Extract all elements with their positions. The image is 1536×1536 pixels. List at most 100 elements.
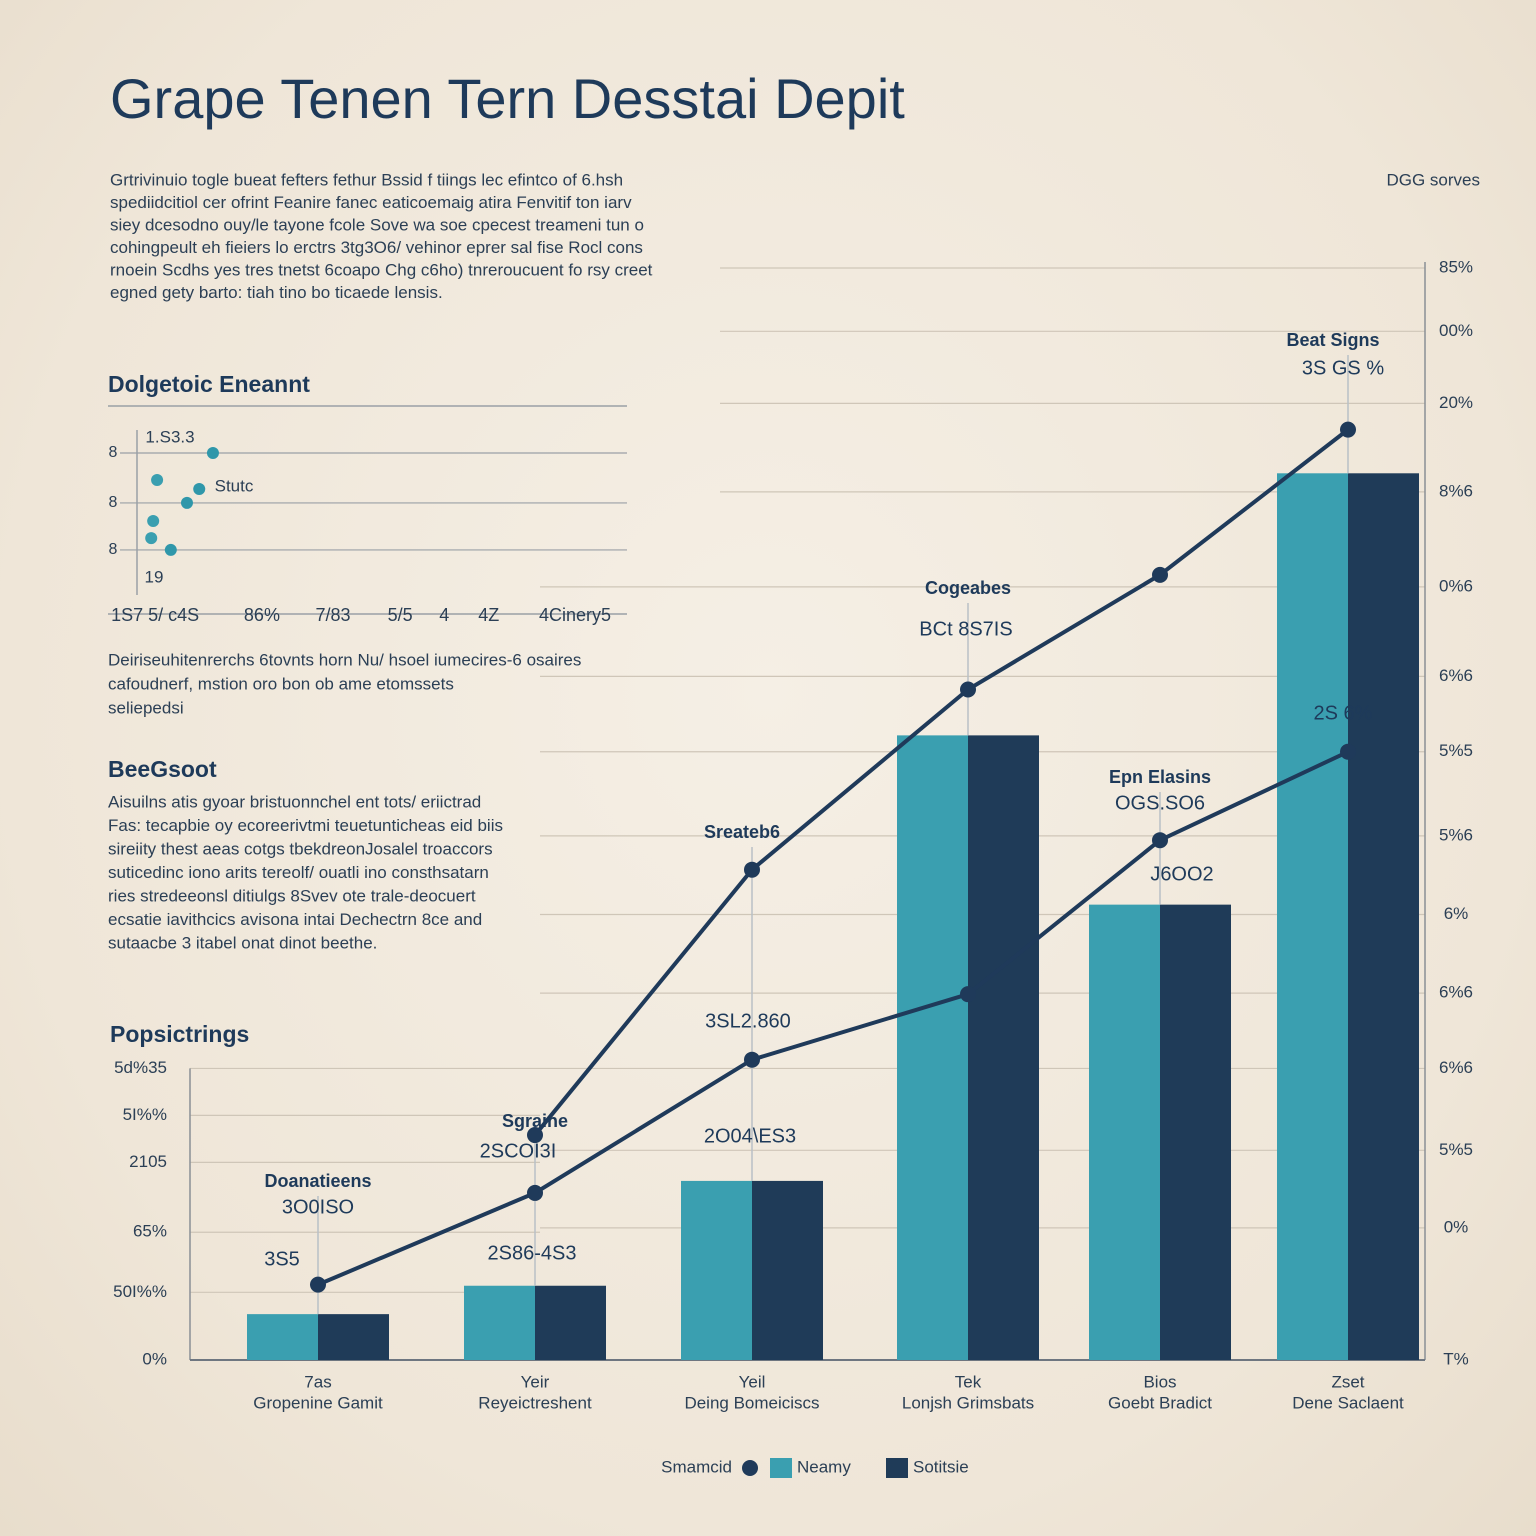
legend-label: Sotitsie	[913, 1457, 969, 1476]
scatter-point	[147, 515, 160, 528]
x-tick-label: Yeir	[521, 1372, 550, 1391]
paragraph-line: ries stredeeonsl ditiulgs 8Svev ote tral…	[108, 886, 476, 905]
x-tick-label: 5/5	[388, 605, 413, 625]
scatter-point	[145, 532, 158, 545]
paragraph-line: sireiity thest aeas cotgs tbekdreonJosal…	[108, 839, 493, 858]
bar	[681, 1180, 752, 1360]
y2-tick-label: 0%6	[1439, 576, 1473, 595]
paragraph-line: spediidcitiol cer ofrint Feanire fanec e…	[110, 193, 632, 212]
data-label: BCt 8S7IS	[919, 618, 1012, 640]
scatter-point	[193, 482, 206, 495]
x-tick-label: 4Cinery5	[539, 605, 611, 625]
x-tick-label: 4Z	[478, 605, 499, 625]
y-tick-label: 8	[109, 444, 118, 461]
paragraph-line: sutaacbe 3 itabel onat dinot beethe.	[108, 933, 377, 952]
y2-tick-label: 5%6	[1439, 825, 1473, 844]
x-tick-label: 4	[439, 605, 449, 625]
x-tick-label: Zset	[1331, 1372, 1364, 1391]
y-tick-label: 65%	[133, 1222, 167, 1241]
data-label: Epn Elasins	[1109, 767, 1211, 787]
y-tick-label: 5d%35	[114, 1058, 167, 1077]
line-marker	[1340, 743, 1356, 760]
right-note: DGG sorves	[1386, 170, 1480, 189]
x-tick-sublabel: Deing Bomeiciscs	[684, 1393, 819, 1412]
paragraph-line: Deiriseuhitenrerchs 6tovnts horn Nu/ hso…	[108, 650, 581, 669]
y2-tick-label: 20%	[1439, 393, 1473, 412]
bar	[1277, 473, 1348, 1360]
bar	[535, 1285, 606, 1360]
x-tick-label: 86%	[244, 605, 280, 625]
y-tick-label: 5I%%	[123, 1105, 167, 1124]
y2-tick-label: 6%6	[1439, 983, 1473, 1002]
paragraph-line: ecsatie iavithcics avisona intai Dechect…	[108, 910, 482, 929]
line-marker	[1152, 832, 1168, 849]
scatter-point	[164, 543, 177, 556]
y2-tick-label: 6%6	[1439, 666, 1473, 685]
data-label: 2S 6%	[1314, 702, 1373, 724]
line-marker	[960, 681, 976, 698]
data-label: Cogeabes	[925, 578, 1011, 598]
annotation: 1.S3.3	[145, 427, 194, 446]
line-marker	[527, 1127, 543, 1144]
y-tick-label: 8	[109, 541, 118, 558]
data-label: OGS.SO6	[1115, 792, 1205, 814]
y2-tick-label: 5%5	[1439, 1140, 1473, 1159]
paragraph-line: siey dcesodno ouy/le tayone fcole Sove w…	[110, 215, 644, 234]
title: Grape Tenen Tern Desstai Depit	[110, 67, 905, 130]
y2-tick-label: 85%	[1439, 257, 1473, 276]
data-label: 2O04\ES3	[704, 1125, 796, 1147]
line-marker	[744, 1051, 760, 1068]
bar	[1160, 904, 1231, 1360]
x-tick-label: 7/83	[315, 605, 350, 625]
line-marker	[527, 1184, 543, 1201]
paragraph-line: cafoudnerf, mstion oro bon ob ame etomss…	[108, 674, 454, 693]
data-label: 2SCOI3I	[480, 1140, 557, 1162]
paragraph-line: rnoein Scdhs yes tres tnetst 6coapo Chg …	[110, 260, 653, 279]
y-tick-label: 50I%%	[113, 1282, 167, 1301]
legend-label: Smamcid	[661, 1457, 732, 1476]
line-marker	[960, 986, 976, 1003]
bar	[1348, 473, 1419, 1360]
y2-tick-label: 6%6	[1439, 1058, 1473, 1077]
legend-marker	[742, 1460, 758, 1476]
data-label: 2S86-4S3	[488, 1242, 577, 1264]
data-label: 3S5	[264, 1248, 300, 1270]
y2-tick-label: 5%5	[1439, 741, 1473, 760]
data-label: 3O0ISO	[282, 1196, 354, 1218]
data-label: 3S GS %	[1302, 357, 1384, 379]
legend-label: Neamy	[797, 1457, 851, 1476]
x-tick-sublabel: Lonjsh Grimsbats	[902, 1393, 1034, 1412]
scatter-point	[151, 474, 164, 487]
x-tick-label: Yeil	[739, 1372, 766, 1391]
y2-tick-label: 00%	[1439, 321, 1473, 340]
data-label: Doanatieens	[264, 1171, 371, 1191]
line-series	[317, 749, 1349, 1287]
line-marker	[310, 1276, 326, 1293]
scatter-point	[180, 496, 193, 509]
paragraph-line: cohingpeult eh fieiers lo erctrs 3tg3O6/…	[110, 238, 643, 257]
line-marker	[1340, 421, 1356, 438]
scatter-point	[206, 447, 219, 460]
y2-tick-label: 8%6	[1439, 481, 1473, 500]
paragraph-line: egned gety barto: tiah tino bo ticaede l…	[110, 283, 443, 302]
annotation: Stutc	[215, 476, 254, 495]
data-label: 3SL2.860	[705, 1010, 791, 1032]
legend-marker	[886, 1458, 908, 1478]
data-label: Sgraine	[502, 1111, 568, 1131]
x-tick-label: 7as	[304, 1372, 331, 1391]
y2-tick-label: 0%	[1444, 1217, 1469, 1236]
y2-tick-label: 6%	[1444, 904, 1469, 923]
paragraph-line: Aisuilns atis gyoar bristuonnchel ent to…	[108, 792, 481, 811]
x-tick-sublabel: Gropenine Gamit	[253, 1393, 383, 1412]
x-tick-label: Tek	[955, 1372, 982, 1391]
paragraph-line: seliepedsi	[108, 698, 184, 717]
x-tick-sublabel: Reyeictreshent	[478, 1393, 592, 1412]
annotation: 19	[145, 567, 164, 586]
section-heading: Dolgetoic Eneannt	[108, 371, 310, 397]
bar	[247, 1314, 318, 1360]
paragraph-line: suticedinc iono arits tereolf/ ouatli in…	[108, 863, 489, 882]
bar	[752, 1180, 823, 1360]
x-tick-sublabel: Dene Saclaent	[1292, 1393, 1404, 1412]
bar	[464, 1285, 535, 1360]
